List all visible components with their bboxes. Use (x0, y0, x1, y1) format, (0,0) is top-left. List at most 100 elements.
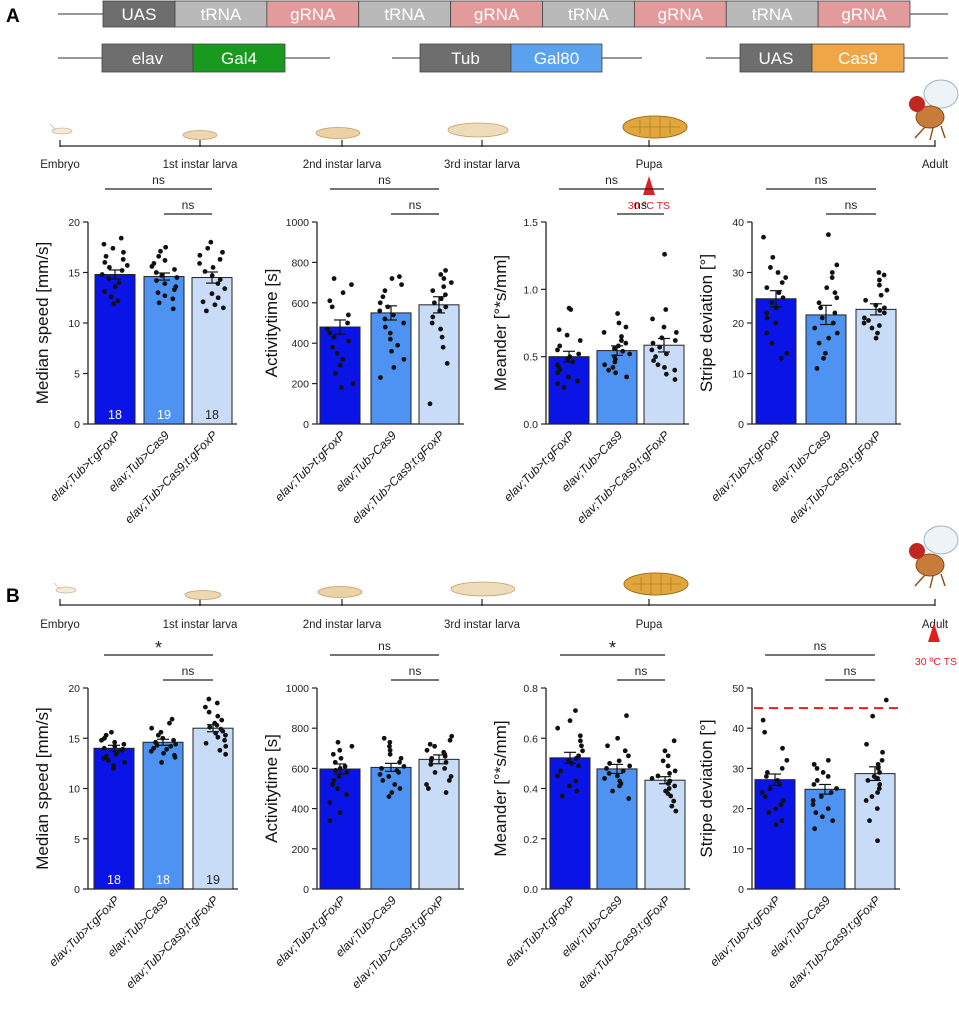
stage-label: 2nd instar larva (303, 159, 382, 171)
data-point (829, 275, 835, 280)
y-tick-label: 20 (68, 217, 80, 229)
data-point (397, 786, 403, 791)
data-point (816, 340, 822, 346)
data-point (832, 290, 838, 296)
significance-label: ns (182, 198, 195, 212)
data-point (760, 717, 766, 723)
gene-label: Gal80 (534, 49, 579, 68)
data-point (873, 335, 879, 341)
data-point (662, 365, 667, 370)
data-point (441, 276, 447, 281)
data-point (761, 234, 766, 240)
data-point (337, 810, 343, 816)
data-point (883, 697, 889, 703)
data-point (607, 760, 613, 766)
data-point (769, 300, 775, 306)
y-tick-label: 1.0 (523, 284, 538, 296)
y-tick-label: 200 (291, 379, 309, 391)
data-point (110, 245, 116, 251)
data-point (217, 277, 223, 282)
data-point (834, 330, 840, 336)
data-point (337, 363, 343, 368)
data-point (174, 275, 180, 280)
embryo-illustration (49, 123, 73, 135)
data-point (171, 737, 176, 743)
data-point (149, 725, 155, 731)
data-point (620, 348, 626, 354)
data-point (650, 340, 656, 346)
n-label: 19 (206, 873, 220, 887)
y-tick-label: 20 (68, 683, 80, 695)
data-point (811, 761, 817, 767)
data-point (107, 265, 112, 270)
y-tick-label: 600 (291, 763, 309, 775)
data-point (820, 770, 826, 775)
category-label: elav;Tub>t:gFoxP (708, 428, 784, 504)
stage-label: Adult (922, 619, 949, 631)
category-label: elav;Tub>Cas9;t:gFoxP (123, 893, 221, 991)
y-tick-label: 40 (732, 723, 744, 735)
data-point (555, 347, 560, 353)
data-point (826, 335, 832, 341)
n-label: 19 (157, 408, 171, 422)
data-point (775, 778, 780, 783)
stage-label: Embryo (40, 619, 80, 631)
timeline-b: Embryo 1st instar larva 2nd instar larva 3r… (40, 525, 959, 668)
y-tick-label: 0 (738, 419, 744, 431)
data-point (345, 320, 350, 326)
gene-box-gal80 (510, 43, 603, 73)
stage-label: 3rd instar larva (444, 159, 521, 171)
data-point (616, 320, 622, 326)
y-tick-label: 0.0 (523, 419, 538, 431)
data-point (206, 696, 212, 702)
data-point (339, 385, 344, 391)
larva-3rd-illustration-b (450, 581, 516, 597)
data-point (875, 790, 881, 795)
gene-box-cas9 (811, 43, 905, 73)
bar (418, 758, 460, 890)
y-tick-label: 800 (291, 723, 309, 735)
chart-1: 0 200 400 600 800 1000 Activitytime [s] ns ns ela… (262, 173, 464, 526)
bar (370, 312, 412, 425)
gene-label: Cas9 (838, 49, 878, 68)
category-label: elav;Tub>t:gFoxP (272, 893, 348, 969)
data-point (200, 299, 206, 305)
data-point (122, 759, 128, 765)
stage-label: 1st instar larva (163, 159, 238, 171)
data-point (875, 838, 880, 844)
data-point (158, 248, 163, 254)
data-point (112, 739, 118, 745)
y-tick-label: 15 (68, 268, 80, 280)
data-point (764, 285, 770, 291)
data-point (430, 314, 436, 320)
data-point (876, 323, 882, 328)
data-point (863, 297, 868, 303)
data-point (672, 377, 678, 382)
data-point (773, 320, 779, 326)
data-point (649, 347, 655, 353)
data-point (382, 316, 388, 322)
data-point (111, 766, 116, 771)
data-point (870, 713, 876, 719)
data-point (672, 338, 678, 343)
ts-marker-a-icon (643, 176, 655, 195)
data-point (880, 749, 885, 755)
n-label: 18 (108, 408, 122, 422)
data-point (108, 294, 114, 300)
data-point (223, 751, 229, 757)
larva-2nd-illustration (315, 127, 361, 139)
construct-row-2: elav Gal4 Tub Gal80 UAS Cas9 (58, 43, 948, 73)
data-point (824, 285, 830, 291)
category-label: elav;Tub>Cas9;t:gFoxP (574, 428, 672, 526)
bar (370, 766, 412, 890)
y-axis-label: Activitytime [s] (262, 269, 281, 378)
data-point (627, 351, 633, 357)
data-point (197, 261, 202, 266)
bar (854, 773, 896, 890)
data-point (671, 738, 677, 744)
data-point (660, 758, 666, 764)
data-point (615, 773, 620, 779)
data-point (391, 365, 397, 370)
data-point (223, 732, 228, 738)
data-point (206, 709, 212, 715)
